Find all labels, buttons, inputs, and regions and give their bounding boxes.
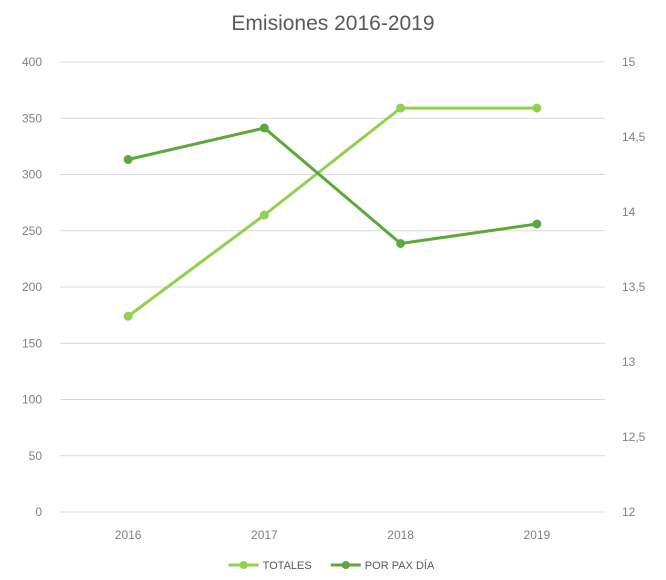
y-left-tick-label: 150: [22, 336, 42, 350]
x-axis: 2016 2017 2018 2019: [115, 528, 551, 542]
gridlines: [60, 61, 605, 513]
legend-swatch-marker: [341, 561, 350, 569]
y-right-tick-label: 15: [622, 55, 636, 69]
y-left-tick-label: 0: [35, 505, 42, 519]
x-tick-label: 2017: [251, 528, 278, 542]
y-left-tick-label: 200: [22, 280, 42, 294]
series: [123, 103, 542, 321]
chart-title: Emisiones 2016-2019: [231, 12, 434, 35]
data-point: [396, 103, 406, 113]
data-point: [123, 311, 133, 321]
x-tick-label: 2016: [115, 528, 142, 542]
data-point: [396, 239, 406, 248]
legend-label: POR PAX DÍA: [365, 559, 435, 572]
data-point: [259, 210, 269, 220]
y-left-tick-label: 50: [29, 449, 43, 463]
y-left-tick-label: 250: [22, 224, 42, 238]
y-left-tick-label: 300: [22, 168, 42, 182]
data-point: [259, 123, 269, 133]
data-point: [123, 155, 133, 164]
legend-label: TOTALES: [263, 560, 312, 572]
y-left-tick-label: 350: [22, 111, 42, 125]
legend: TOTALES POR PAX DÍA: [228, 559, 435, 572]
y-right-tick-label: 12,5: [622, 430, 646, 444]
x-tick-label: 2019: [524, 528, 551, 542]
series-line-2: [126, 126, 539, 245]
left-axis: 0 50 100 150 200 250 300 350 400: [22, 55, 42, 519]
y-right-tick-label: 14: [622, 205, 636, 219]
data-point: [532, 103, 542, 113]
y-left-tick-label: 400: [22, 55, 42, 69]
x-tick-label: 2018: [387, 528, 414, 542]
y-right-tick-label: 13: [622, 355, 636, 369]
data-point: [532, 219, 542, 229]
y-right-tick-label: 12: [622, 505, 636, 519]
y-left-tick-label: 100: [22, 393, 42, 407]
series-line-1: [126, 106, 539, 318]
legend-swatch-marker: [239, 561, 248, 569]
y-right-tick-label: 14,5: [622, 130, 646, 144]
right-axis: 12 12,5 13 13,5 14 14,5 15: [622, 55, 646, 519]
y-right-tick-label: 13,5: [622, 280, 646, 294]
